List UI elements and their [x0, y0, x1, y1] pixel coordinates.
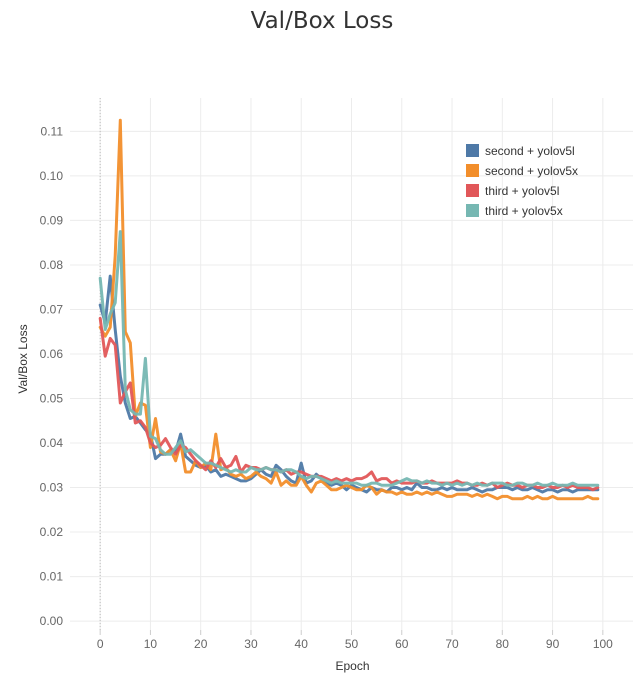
series-line-4: [98, 230, 600, 487]
y-tick-label: 0.09: [40, 213, 64, 227]
x-tick-label: 40: [295, 637, 309, 651]
legend-swatch: [466, 164, 479, 177]
x-tick-label: 70: [445, 637, 459, 651]
legend-label: second + yolov5x: [485, 164, 578, 178]
x-tick-label: 100: [593, 637, 613, 651]
y-axis-title: Val/Box Loss: [16, 324, 30, 393]
x-tick-label: 90: [546, 637, 560, 651]
y-tick-label: 0.10: [40, 169, 64, 183]
chart-title: Val/Box Loss: [250, 8, 394, 34]
x-axis-title: Epoch: [335, 659, 369, 673]
x-tick-label: 80: [496, 637, 510, 651]
y-tick-label: 0.01: [40, 570, 64, 584]
legend-label: third + yolov5x: [485, 204, 563, 218]
y-tick-label: 0.02: [40, 525, 64, 539]
y-tick-label: 0.03: [40, 481, 64, 495]
y-tick-label: 0.11: [41, 124, 64, 138]
legend-swatch: [466, 144, 479, 157]
y-tick-label: 0.00: [40, 614, 64, 628]
x-tick-label: 0: [97, 637, 104, 651]
y-tick-label: 0.05: [40, 392, 64, 406]
x-tick-label: 20: [194, 637, 208, 651]
legend-swatch: [466, 204, 479, 217]
x-tick-label: 50: [345, 637, 359, 651]
x-tick-label: 10: [144, 637, 158, 651]
legend-label: second + yolov5l: [485, 144, 575, 158]
x-tick-label: 30: [244, 637, 258, 651]
y-tick-label: 0.07: [40, 302, 64, 316]
y-tick-label: 0.08: [40, 258, 64, 272]
series-line-2: [98, 118, 600, 501]
x-tick-label: 60: [395, 637, 409, 651]
legend-swatch: [466, 184, 479, 197]
y-tick-label: 0.04: [40, 436, 64, 450]
y-tick-label: 0.06: [40, 347, 64, 361]
legend-label: third + yolov5l: [485, 184, 559, 198]
